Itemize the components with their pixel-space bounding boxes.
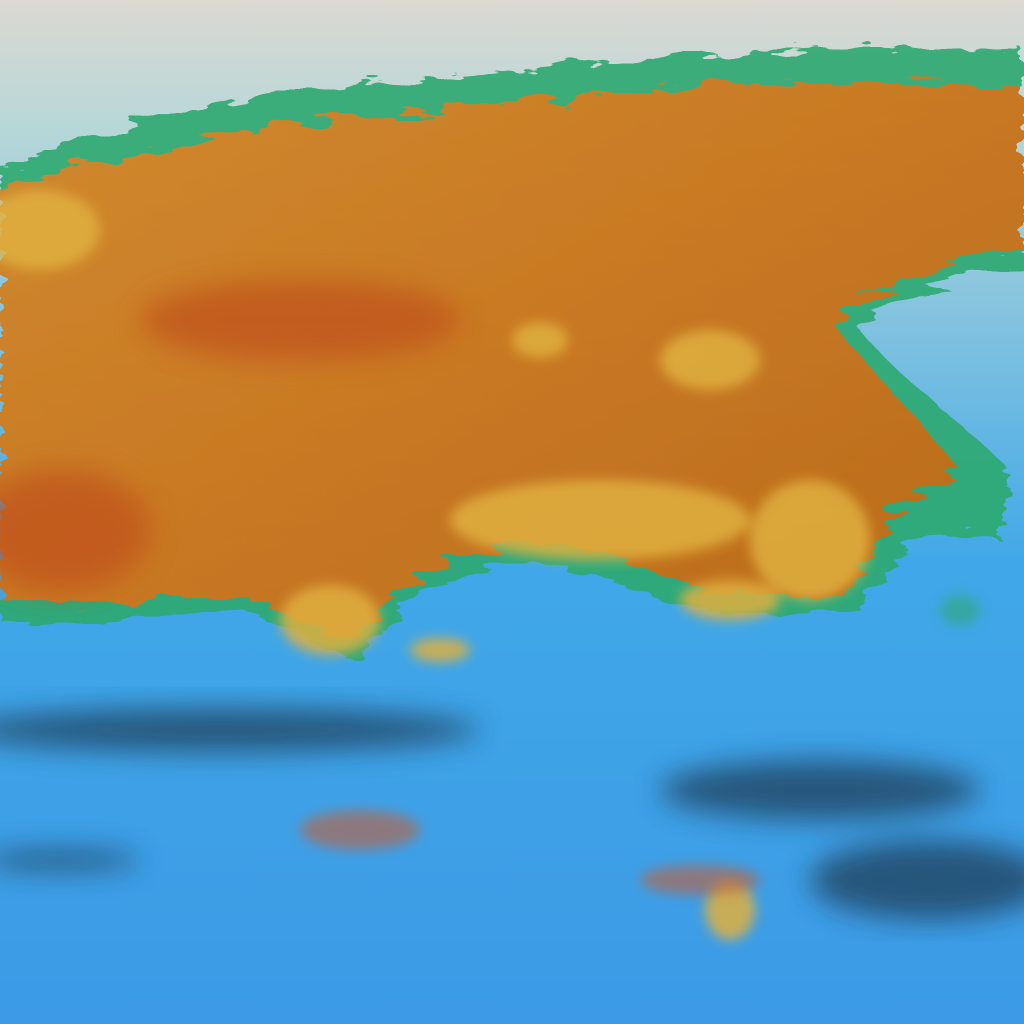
yellow-highlands (0, 190, 870, 940)
islands (300, 595, 980, 895)
red-ridges (0, 280, 460, 590)
cloud-shadows (0, 708, 1024, 920)
